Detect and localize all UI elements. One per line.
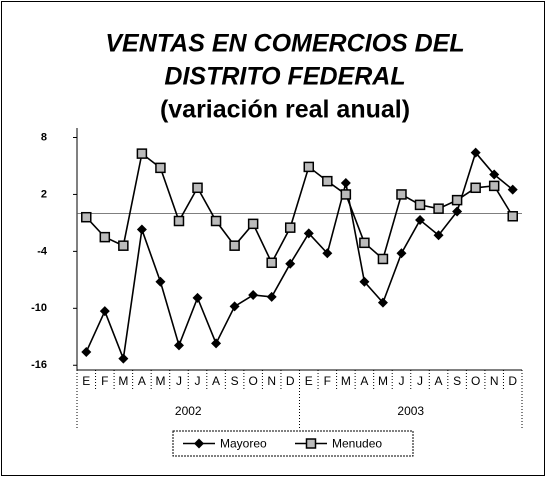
marker — [173, 215, 185, 227]
x-tick-label: N — [490, 374, 499, 388]
marker — [470, 182, 481, 194]
marker — [305, 438, 317, 449]
chart-subtitle: (variación real anual) — [160, 96, 410, 124]
marker — [433, 230, 444, 241]
chart-title: DISTRITO FEDERAL — [164, 63, 405, 91]
marker — [136, 224, 147, 235]
marker — [303, 228, 314, 239]
marker — [322, 248, 333, 259]
x-tick-label: O — [248, 374, 257, 388]
x-tick-label: F — [324, 374, 331, 388]
marker — [81, 211, 92, 223]
marker — [118, 353, 129, 364]
marker — [285, 258, 296, 269]
x-tick-label: M — [341, 374, 351, 388]
marker — [396, 248, 407, 259]
marker — [507, 211, 518, 222]
x-tick-label: S — [231, 374, 239, 388]
x-tick-label: J — [417, 374, 423, 388]
x-tick-label: S — [453, 374, 461, 388]
marker — [433, 203, 444, 214]
x-tick-label: N — [267, 374, 276, 388]
marker — [155, 162, 166, 174]
x-tick-label: M — [155, 374, 165, 388]
x-tick-label: O — [471, 374, 480, 388]
marker — [452, 206, 463, 217]
marker — [118, 240, 129, 251]
marker — [229, 301, 240, 312]
marker — [340, 178, 351, 189]
marker — [155, 276, 166, 287]
x-tick-label: A — [212, 374, 220, 388]
x-tick-label: A — [435, 374, 443, 388]
marker — [266, 257, 277, 269]
marker — [415, 215, 426, 226]
marker — [284, 222, 296, 233]
marker — [99, 231, 111, 243]
y-tick-label: -4 — [37, 245, 48, 257]
marker — [248, 290, 259, 301]
marker — [396, 189, 407, 200]
x-tick-label: E — [82, 374, 90, 388]
marker — [377, 253, 389, 265]
legend-label: Menudeo — [332, 437, 382, 451]
x-tick-label: D — [286, 374, 295, 388]
marker — [322, 175, 333, 187]
marker — [173, 340, 184, 351]
marker — [266, 291, 277, 302]
marker — [211, 338, 222, 349]
x-tick-label: F — [101, 374, 108, 388]
marker — [229, 240, 240, 251]
x-tick-label: E — [305, 374, 313, 388]
y-tick-label: -16 — [31, 359, 47, 371]
marker — [192, 182, 203, 194]
marker — [359, 276, 370, 287]
series-line — [85, 151, 514, 362]
marker — [451, 194, 463, 206]
chart-title: VENTAS EN COMERCIOS DEL — [105, 30, 464, 58]
x-tick-label: M — [118, 374, 128, 388]
legend-label: Mayoreo — [220, 437, 267, 451]
y-tick-label: 8 — [41, 131, 47, 143]
x-tick-label: J — [398, 374, 404, 388]
marker — [192, 292, 203, 303]
marker — [136, 148, 148, 159]
marker — [340, 189, 352, 200]
y-tick-label: -10 — [31, 302, 47, 314]
marker — [359, 237, 370, 249]
marker — [507, 184, 518, 195]
x-tick-label: A — [138, 374, 146, 388]
marker — [210, 215, 222, 227]
series-line — [85, 152, 514, 265]
x-tick-label: J — [176, 374, 182, 388]
marker — [488, 180, 500, 192]
marker — [414, 199, 426, 211]
marker — [99, 306, 110, 317]
marker — [489, 169, 500, 180]
x-tick-label: A — [360, 374, 368, 388]
marker — [470, 147, 481, 158]
x-tick-label: D — [508, 374, 517, 388]
x-group-label: 2003 — [397, 404, 424, 418]
marker — [247, 218, 259, 230]
y-tick-label: 2 — [41, 188, 47, 200]
x-tick-label: J — [195, 374, 201, 388]
marker — [303, 161, 315, 173]
x-group-label: 2002 — [175, 404, 202, 418]
marker — [81, 346, 92, 357]
marker — [377, 297, 388, 308]
marker — [194, 438, 204, 449]
x-tick-label: M — [378, 374, 388, 388]
